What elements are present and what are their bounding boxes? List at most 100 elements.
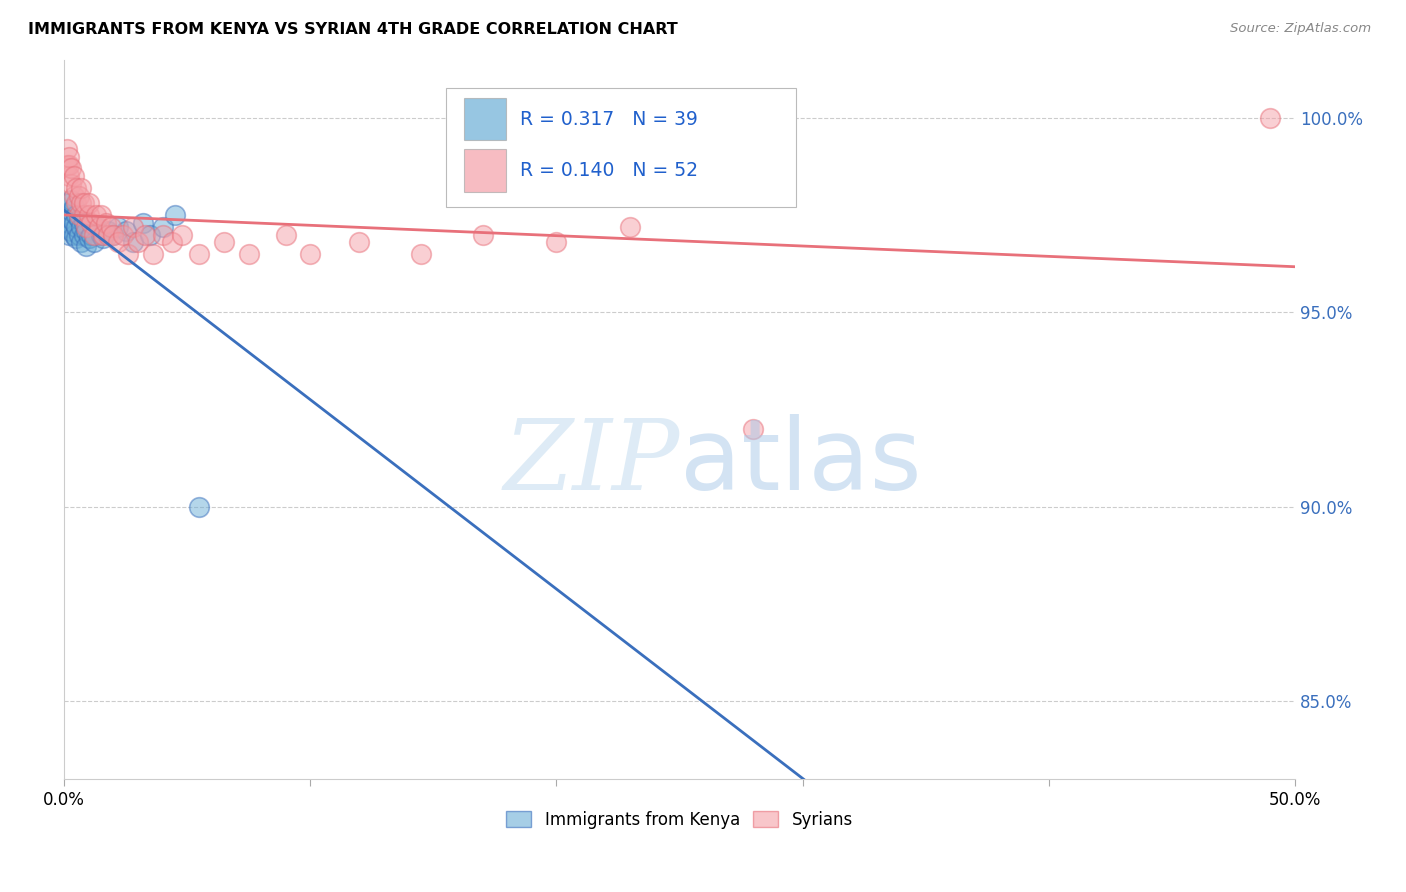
Point <box>163 208 186 222</box>
Point <box>67 188 90 202</box>
Point <box>67 208 90 222</box>
Point <box>58 227 80 242</box>
Point <box>67 227 90 242</box>
Point <box>103 227 125 242</box>
Point <box>172 227 194 242</box>
Point <box>75 219 97 234</box>
Point <box>134 227 156 242</box>
Point <box>83 227 105 242</box>
Point <box>65 208 87 222</box>
Point <box>409 247 432 261</box>
Point <box>55 142 77 156</box>
Point <box>63 188 86 202</box>
Point <box>471 227 494 242</box>
Point <box>55 208 77 222</box>
Point <box>80 216 103 230</box>
Point <box>117 247 139 261</box>
Point <box>65 181 87 195</box>
Point <box>188 500 211 514</box>
Point <box>55 219 77 234</box>
Text: R = 0.317   N = 39: R = 0.317 N = 39 <box>519 110 697 128</box>
Point <box>65 231 87 245</box>
Point <box>142 247 165 261</box>
Point <box>83 235 105 250</box>
Point <box>63 227 86 242</box>
Point <box>107 235 129 250</box>
Point <box>94 216 117 230</box>
Point <box>122 219 145 234</box>
Point <box>60 161 83 176</box>
Point <box>75 224 97 238</box>
Point <box>77 208 100 222</box>
Point <box>212 235 235 250</box>
Point <box>90 227 112 242</box>
Point <box>60 193 83 207</box>
Point <box>188 247 211 261</box>
Point <box>58 158 80 172</box>
Point <box>73 227 96 242</box>
Point <box>60 177 83 191</box>
Point <box>65 196 87 211</box>
Point <box>162 235 184 250</box>
Point <box>139 227 162 242</box>
Point <box>80 227 103 242</box>
Point <box>87 219 110 234</box>
Point <box>84 208 107 222</box>
Point <box>63 200 86 214</box>
Text: atlas: atlas <box>679 414 921 511</box>
Point <box>114 224 136 238</box>
Point <box>63 169 86 184</box>
Point <box>152 227 174 242</box>
Point <box>619 219 641 234</box>
Point <box>70 196 93 211</box>
Text: IMMIGRANTS FROM KENYA VS SYRIAN 4TH GRADE CORRELATION CHART: IMMIGRANTS FROM KENYA VS SYRIAN 4TH GRAD… <box>28 22 678 37</box>
Point <box>58 216 80 230</box>
Point <box>546 235 568 250</box>
Point <box>274 227 297 242</box>
Point <box>299 247 322 261</box>
Point <box>63 216 86 230</box>
Point <box>75 239 97 253</box>
Point <box>60 212 83 227</box>
FancyBboxPatch shape <box>464 98 506 140</box>
Point <box>70 235 93 250</box>
Point <box>100 219 122 234</box>
Point <box>58 196 80 211</box>
Point <box>122 235 145 250</box>
Point <box>70 181 93 195</box>
Point <box>65 219 87 234</box>
Point <box>103 227 125 242</box>
Point <box>73 208 96 222</box>
Point <box>77 196 100 211</box>
Text: ZIP: ZIP <box>503 415 679 510</box>
Point <box>73 216 96 230</box>
Point <box>90 208 112 222</box>
Text: Source: ZipAtlas.com: Source: ZipAtlas.com <box>1230 22 1371 36</box>
Point <box>67 212 90 227</box>
Point <box>97 224 120 238</box>
Legend: Immigrants from Kenya, Syrians: Immigrants from Kenya, Syrians <box>499 804 859 835</box>
Point <box>127 235 149 250</box>
Point <box>58 169 80 184</box>
Point <box>107 219 129 234</box>
Point <box>84 219 107 234</box>
Point <box>93 227 115 242</box>
Point <box>58 150 80 164</box>
Point <box>132 216 155 230</box>
Point <box>238 247 260 261</box>
Point <box>60 224 83 238</box>
Point <box>55 158 77 172</box>
Point <box>93 231 115 245</box>
Point <box>112 227 135 242</box>
Point <box>73 196 96 211</box>
Point <box>97 227 120 242</box>
Point <box>77 231 100 245</box>
Point <box>742 422 765 436</box>
FancyBboxPatch shape <box>464 149 506 192</box>
Point <box>70 219 93 234</box>
Point <box>60 204 83 219</box>
Point <box>349 235 371 250</box>
Point <box>1260 111 1282 125</box>
Text: R = 0.140   N = 52: R = 0.140 N = 52 <box>519 161 697 180</box>
FancyBboxPatch shape <box>446 88 796 207</box>
